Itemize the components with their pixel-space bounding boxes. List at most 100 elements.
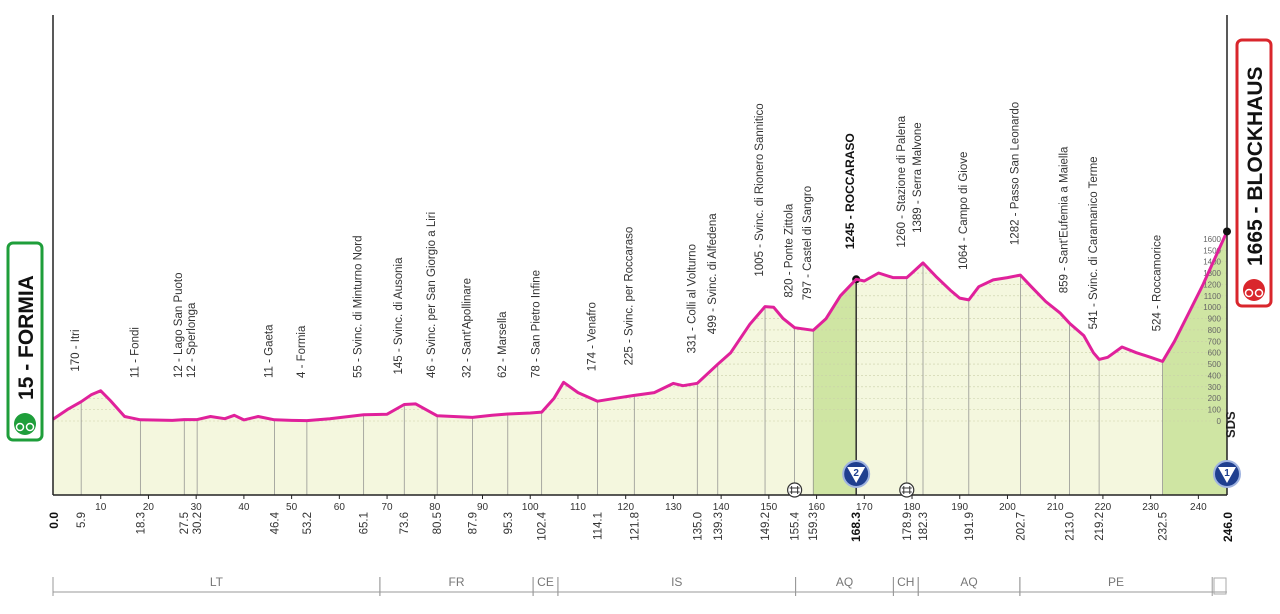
bike-wheel: [15, 422, 25, 432]
landmark-label: 225 - Svinc. per Roccaraso: [623, 227, 635, 366]
landmark-label: 1005 - Svinc. di Rionero Sannitico: [754, 103, 766, 276]
place-box: [1235, 38, 1273, 308]
landmark-km: 121.8: [629, 512, 641, 541]
landmark-km: 178.9: [902, 512, 914, 541]
place-label: 15 - FORMIA: [15, 275, 38, 400]
landmark-km: 202.7: [1015, 512, 1027, 541]
landmark-km: 102.4: [537, 511, 549, 540]
x-tick-label: 130: [665, 502, 682, 513]
landmark-km: 139.3: [713, 512, 725, 541]
region-label: LT: [210, 575, 224, 589]
y-tick-label: 0: [1217, 417, 1222, 426]
climb-triangle: [1218, 467, 1236, 483]
landmark-km: 53.2: [302, 512, 314, 534]
region-label: CH: [897, 575, 914, 589]
landmark-km: 65.1: [359, 512, 371, 534]
x-tick-label: 240: [1190, 502, 1207, 513]
landmark-label: 46 - Svinc. per San Giorgio a Liri: [426, 212, 438, 378]
x-tick-label: 20: [143, 502, 155, 513]
x-tick-label: 150: [761, 502, 778, 513]
landmark-label: 12 - Lago San Puoto: [173, 273, 185, 379]
landmark-km: 219.2: [1094, 512, 1106, 541]
landmark-label: 797 - Castel di Sangro: [802, 186, 814, 300]
landmark-km: 168.3: [849, 512, 863, 542]
landmark-label: 331 - Colli al Volturno: [686, 244, 698, 353]
y-tick-label: 500: [1208, 360, 1222, 369]
landmark-label: 524 - Roccamorice: [1152, 235, 1164, 332]
x-tick-label: 230: [1142, 502, 1159, 513]
landmark-km: 46.4: [269, 511, 281, 534]
bike-icon: [1243, 279, 1265, 301]
x-tick-label: 170: [856, 502, 873, 513]
x-tick-label: 50: [286, 502, 298, 513]
sprint-grid: [901, 486, 912, 494]
landmark-km: 213.0: [1065, 512, 1077, 541]
landmark-label: 4 - Formia: [296, 325, 308, 378]
sprint-grid: [789, 486, 800, 494]
y-tick-label: 900: [1208, 315, 1222, 324]
landmark-km: 5.9: [76, 512, 88, 528]
region-label: FR: [449, 575, 465, 589]
climb-category: 1: [1224, 468, 1230, 479]
landmark-km: 135.0: [692, 512, 704, 541]
y-tick-label: 1000: [1203, 303, 1221, 312]
landmark-km: 149.2: [760, 512, 772, 541]
x-tick-label: 180: [904, 502, 921, 513]
landmark-label: 499 - Svinc. di Alfedena: [707, 213, 719, 334]
landmark-label: 1245 - ROCCARASO: [843, 133, 857, 249]
landmark-label: 820 - Ponte Zittola: [784, 203, 796, 298]
landmark-km: 87.9: [467, 512, 479, 534]
km-label: 0.0: [47, 512, 61, 529]
x-tick-label: 60: [334, 502, 346, 513]
bike-wheel: [1254, 288, 1264, 298]
bike-icon: [14, 413, 36, 435]
place-box: [6, 241, 44, 442]
x-tick-label: 120: [617, 502, 634, 513]
landmark-label: 11 - Fondi: [129, 327, 141, 378]
y-tick-label: 300: [1208, 383, 1222, 392]
bike-wheel: [25, 422, 35, 432]
y-tick-label: 1600: [1203, 235, 1221, 244]
climb-triangle: [847, 467, 866, 483]
place-label: 1665 - BLOCKHAUS: [1244, 66, 1267, 266]
y-tick-label: 100: [1208, 406, 1222, 415]
landmark-label: 1260 - Stazione di Palena: [896, 115, 908, 247]
x-tick-label: 90: [477, 502, 489, 513]
y-tick-label: 400: [1208, 371, 1222, 380]
y-tick-label: 800: [1208, 326, 1222, 335]
landmark-km: 27.5: [179, 512, 191, 534]
landmark-label: 1282 - Passo San Leonardo: [1009, 102, 1021, 245]
x-tick-label: 190: [951, 502, 968, 513]
landmark-label: 145 - Svinc. di Ausonia: [393, 257, 405, 375]
x-tick-label: 160: [808, 502, 825, 513]
profile-area: [53, 231, 1227, 495]
landmark-km: 80.5: [432, 512, 444, 534]
region-end: [1213, 577, 1227, 595]
landmark-km: 114.1: [593, 512, 605, 540]
climb-category: 2: [853, 468, 859, 479]
x-tick-label: 210: [1047, 502, 1064, 513]
landmark-label: 1389 - Serra Malvone: [912, 122, 924, 233]
y-tick-label: 1500: [1203, 246, 1221, 255]
x-tick-label: 140: [713, 502, 730, 513]
x-tick-label: 70: [382, 502, 394, 513]
profile-line: [52, 230, 1229, 423]
y-tick-label: 700: [1208, 337, 1222, 346]
landmark-label: 11 - Gaeta: [263, 324, 275, 378]
y-tick-label: 1100: [1204, 292, 1222, 301]
landmark-label: 1064 - Campo di Giove: [958, 152, 970, 270]
y-tick-label: 600: [1208, 349, 1222, 358]
region-label: IS: [671, 575, 682, 589]
landmark-label: 62 - Marsella: [497, 311, 509, 378]
landmark-label: 174 - Venafro: [587, 302, 599, 371]
landmark-km: 182.3: [918, 512, 930, 541]
landmark-km: 73.6: [399, 512, 411, 534]
landmark-km: 30.2: [192, 512, 204, 534]
x-tick-label: 40: [238, 502, 250, 513]
x-tick-label: 80: [429, 502, 441, 513]
x-tick-label: 10: [95, 502, 107, 513]
landmark-km: 191.9: [964, 512, 976, 541]
landmark-label: 32 - Sant'Apollinare: [461, 278, 473, 378]
